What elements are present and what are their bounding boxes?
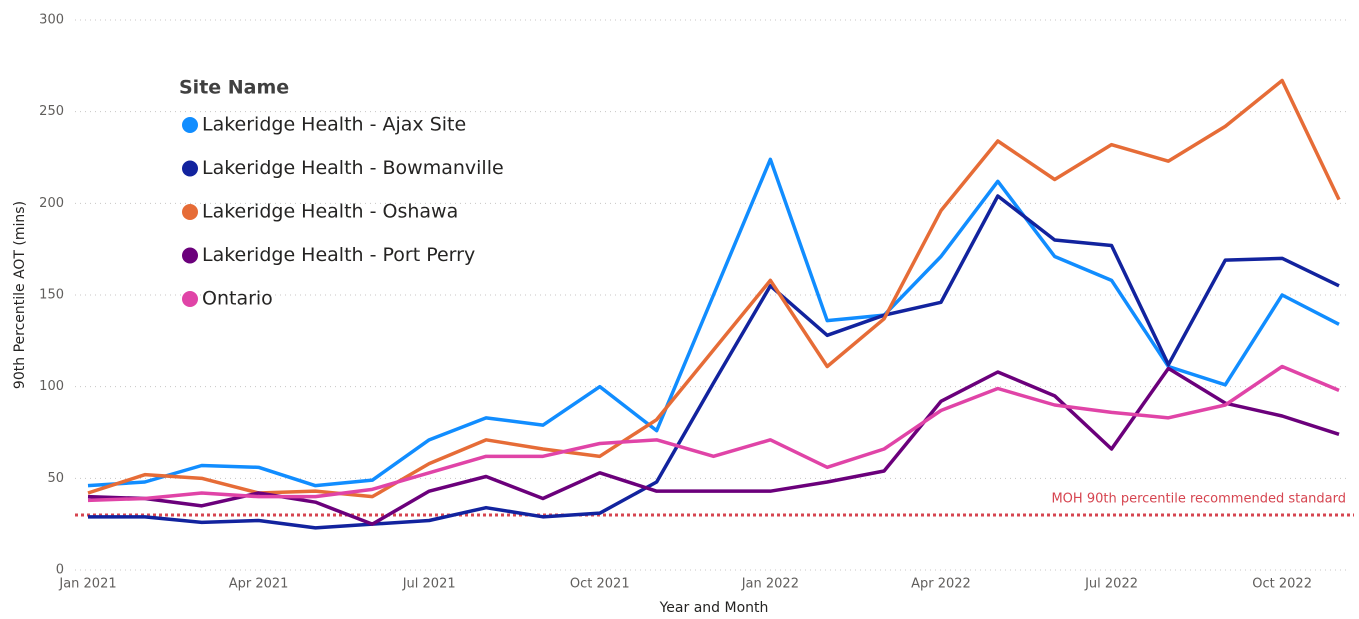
legend-label: Ontario [202,288,273,310]
legend-title: Site Name [179,77,289,99]
legend-label: Lakeridge Health - Ajax Site [202,114,466,136]
legend-label: Lakeridge Health - Oshawa [202,201,458,223]
legend-marker [182,247,198,264]
x-tick-label: Jan 2022 [741,577,799,592]
y-tick-label: 150 [39,288,64,303]
y-tick-label: 200 [39,196,64,211]
y-tick-label: 250 [39,104,64,119]
series-line [87,78,1341,499]
x-axis-title: Year and Month [659,600,769,616]
legend-marker [182,160,198,177]
x-tick-label: Apr 2022 [911,577,971,592]
x-tick-label: Apr 2021 [229,577,289,592]
x-tick-label: Jul 2021 [402,577,456,592]
y-tick-label: 50 [47,471,64,486]
series-line [87,364,1340,503]
reference-label: MOH 90th percentile recommended standard [1051,492,1346,507]
series-line [87,157,1340,488]
x-tick-label: Oct 2021 [570,577,630,592]
x-tick-label: Jan 2021 [58,577,116,592]
y-tick-label: 100 [39,379,64,394]
x-tick-label: Oct 2022 [1252,577,1312,592]
legend-label: Lakeridge Health - Port Perry [202,244,475,266]
series-line [88,194,1340,530]
y-axis-title: 90th Percentile AOT (mins) [12,201,28,389]
x-tick-label: Jul 2022 [1084,577,1138,592]
legend-marker [182,291,198,307]
y-tick-label: 300 [39,13,64,28]
legend-marker [182,204,198,220]
legend-label: Lakeridge Health - Bowmanville [202,157,504,179]
legend-marker [182,117,198,133]
y-tick-label: 0 [56,563,64,578]
series-line [87,366,1340,526]
